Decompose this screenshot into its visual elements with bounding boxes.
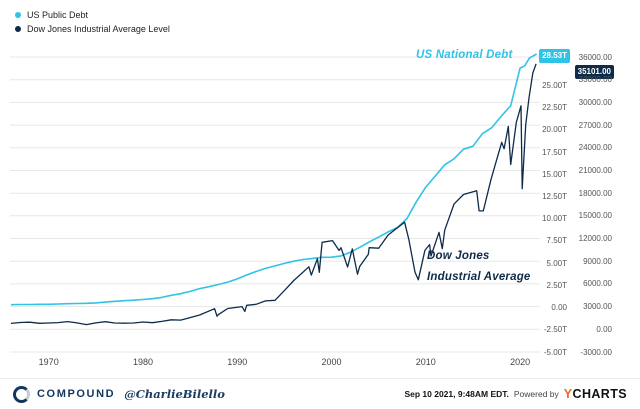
- annotation-dow-line1: Dow Jones: [427, 250, 490, 262]
- legend-label-debt: US Public Debt: [27, 10, 89, 20]
- dow-axis-tick: 27000.00: [578, 120, 612, 130]
- x-axis-tick: 2010: [415, 357, 436, 367]
- dow-jones-line: [10, 63, 537, 326]
- dow-axis-tick: -3000.00: [580, 347, 612, 357]
- x-axis-tick: 1970: [38, 357, 59, 367]
- footer-right: Sep 10 2021, 9:48AM EDT. Powered by YCHA…: [404, 387, 627, 401]
- dow-axis-tick: 36000.00: [578, 52, 612, 62]
- footer: COMPOUND @CharlieBilello Sep 10 2021, 9:…: [0, 378, 640, 409]
- chart-plot: [10, 53, 540, 353]
- dow-axis-tick: 18000.00: [578, 188, 612, 198]
- dow-axis-tick: 12000.00: [578, 234, 612, 244]
- powered-by-label: Powered by: [513, 389, 559, 399]
- debt-axis-tick: -5.00T: [543, 347, 567, 357]
- compound-brand: COMPOUND: [37, 388, 116, 400]
- debt-axis-tick: 10.00T: [542, 214, 567, 224]
- legend-item-dow-jones[interactable]: Dow Jones Industrial Average Level: [15, 22, 170, 36]
- legend-label-dow: Dow Jones Industrial Average Level: [27, 24, 170, 34]
- debt-axis-tick: 12.50T: [542, 191, 567, 201]
- x-axis-tick: 1990: [227, 357, 248, 367]
- x-axis-tick: 2020: [510, 357, 531, 367]
- legend-item-us-public-debt[interactable]: US Public Debt: [15, 8, 170, 22]
- author-handle[interactable]: @CharlieBilello: [124, 387, 225, 401]
- debt-axis-tick: 7.50T: [546, 236, 567, 246]
- dow-axis-tick: 21000.00: [578, 165, 612, 175]
- footer-left: COMPOUND @CharlieBilello: [13, 385, 225, 403]
- annotation-dow-jones: Dow Jones Industrial Average: [427, 246, 531, 288]
- annotation-dow-line2: Industrial Average: [427, 271, 531, 283]
- legend-dot-debt: [15, 12, 21, 18]
- ycharts-logo[interactable]: YCHARTS: [564, 387, 627, 401]
- debt-axis-tick: 0.00: [551, 303, 567, 313]
- dow-value-badge: 35101.00: [574, 65, 614, 79]
- debt-axis-tick: 25.00T: [542, 80, 567, 90]
- dow-axis-tick: 30000.00: [578, 97, 612, 107]
- x-axis-tick: 1980: [132, 357, 154, 367]
- dow-axis-tick: 15000.00: [578, 211, 612, 221]
- compound-logo-icon: [13, 385, 30, 403]
- ycharts-rest: CHARTS: [572, 387, 627, 401]
- dow-axis-tick: 24000.00: [578, 143, 612, 153]
- dow-axis-tick: 33000.00: [578, 75, 612, 85]
- dow-axis-tick: 6000.00: [583, 279, 612, 289]
- debt-axis-tick: 15.00T: [542, 169, 567, 179]
- dow-axis-tick: 9000.00: [583, 256, 612, 266]
- debt-axis-tick: -2.50T: [543, 325, 567, 335]
- dow-axis-tick: 0.00: [596, 324, 612, 334]
- legend: US Public Debt Dow Jones Industrial Aver…: [15, 8, 170, 36]
- ycharts-y: Y: [563, 387, 573, 401]
- us-public-debt-line: [10, 53, 537, 306]
- debt-axis-tick: 5.00T: [546, 258, 567, 268]
- debt-axis-tick: 22.50T: [542, 103, 567, 113]
- debt-axis-tick: 20.00T: [542, 125, 567, 135]
- annotation-us-national-debt: US National Debt: [416, 49, 513, 61]
- legend-dot-dow: [15, 26, 21, 32]
- timestamp: Sep 10 2021, 9:48AM EDT.: [404, 389, 509, 399]
- debt-value-badge: 28.53T: [539, 49, 570, 63]
- debt-axis-tick: 17.50T: [542, 147, 567, 157]
- dow-axis-tick: 3000.00: [583, 302, 612, 312]
- debt-axis-tick: 2.50T: [546, 280, 567, 290]
- x-axis-tick: 2000: [321, 357, 342, 367]
